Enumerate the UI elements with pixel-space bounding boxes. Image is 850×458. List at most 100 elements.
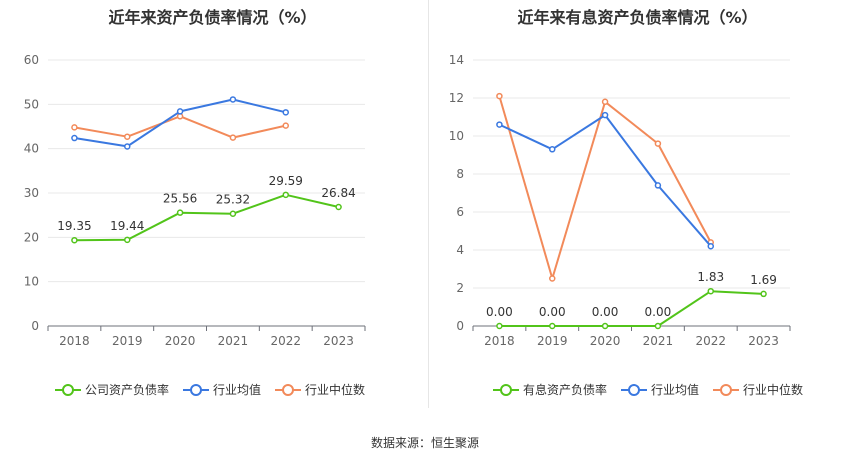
left-data-point: [229, 210, 237, 217]
right-series-line: [498, 95, 712, 280]
left-y-tick-label: 10: [24, 275, 39, 289]
chart-title-interest-debt-ratio: 近年来有息资产负债率情况（%）: [517, 8, 758, 27]
panel-divider: [428, 0, 429, 408]
right-x-tick-label: 2021: [643, 334, 674, 348]
right-y-tick-label: 4: [456, 243, 464, 257]
legend-swatch-blue: [621, 383, 648, 397]
right-y-tick-label: 14: [449, 53, 464, 67]
right-x-tick-label: 2020: [590, 334, 621, 348]
right-data-point: [654, 322, 662, 330]
left-data-point: [229, 96, 237, 103]
legend-dot: [628, 383, 641, 396]
left-y-tick-label: 40: [24, 142, 39, 156]
legend-dot: [190, 383, 203, 396]
debt-ratio-chart: 0 10 20 30 40 50 60 2018 2019 2020 2021 2022 2023 19.…: [24, 53, 366, 348]
right-data-point: [654, 182, 662, 189]
right-data-point: [707, 287, 714, 295]
legend-interest-debt-ratio: 有息资产负债率 行业均值 行业中位数: [493, 381, 817, 398]
legend-item-industry-median[interactable]: 行业中位数: [713, 381, 803, 398]
legend-item-industry-mean[interactable]: 行业均值: [621, 381, 699, 398]
legend-label: 行业中位数: [743, 383, 804, 397]
left-data-label: 19.44: [110, 219, 144, 233]
right-data-label: 0.00: [645, 305, 672, 319]
left-x-tick-label: 2021: [218, 334, 249, 348]
left-y-tick-label: 0: [31, 319, 39, 333]
left-data-point: [335, 203, 342, 211]
left-x-tick-label: 2022: [270, 334, 301, 348]
legend-label: 公司资产负债率: [85, 383, 170, 397]
left-y-tick-label: 20: [24, 230, 39, 244]
right-data-point: [496, 92, 503, 100]
chart-title-debt-ratio: 近年来资产负债率情况（%）: [108, 8, 317, 27]
right-data-point: [601, 111, 609, 119]
right-data-label: 0.00: [486, 305, 513, 319]
right-y-tick-label: 8: [456, 167, 464, 181]
legend-label: 行业均值: [213, 383, 262, 397]
right-data-point: [601, 98, 609, 106]
legend-swatch-orange: [275, 383, 302, 397]
left-data-point: [124, 236, 131, 244]
legend-dot: [62, 383, 74, 396]
right-x-tick-label: 2023: [748, 334, 779, 348]
left-x-tick-label: 2023: [323, 334, 354, 348]
legend-swatch-green: [493, 383, 519, 397]
right-data-label: 1.83: [697, 270, 724, 284]
legend-dot: [500, 383, 512, 396]
right-data-point: [549, 322, 556, 330]
left-data-point: [282, 122, 289, 129]
interest-debt-ratio-chart: 0 2 4 6 8 10 12 14 2018 2019 2020 2021 2022 2023 0.00 0…: [449, 53, 791, 348]
left-x-tick-label: 2018: [59, 334, 90, 348]
legend-swatch-orange: [713, 383, 740, 397]
right-data-point: [707, 242, 714, 250]
left-data-label: 19.35: [57, 219, 91, 233]
left-series-line: [74, 193, 339, 242]
legend-item-industry-mean[interactable]: 行业均值: [183, 381, 261, 398]
left-data-point: [282, 109, 289, 116]
right-y-tick-label: 12: [449, 91, 464, 105]
right-y-tick-label: 2: [456, 281, 464, 295]
left-data-point: [124, 133, 131, 140]
left-x-tick-label: 2019: [112, 334, 143, 348]
right-data-label: 0.00: [539, 305, 566, 319]
right-data-point: [601, 322, 609, 330]
left-x-tick-label: 2020: [165, 334, 196, 348]
left-data-label: 29.59: [269, 174, 303, 188]
left-data-point: [71, 236, 78, 244]
data-source-note: 数据来源：恒生聚源: [370, 436, 479, 450]
legend-item-industry-median[interactable]: 行业中位数: [275, 381, 365, 398]
left-data-point: [71, 134, 78, 142]
left-data-point: [176, 209, 184, 216]
legend-label: 有息资产负债率: [523, 383, 608, 397]
left-data-label: 25.32: [216, 193, 250, 207]
left-data-label: 25.56: [163, 192, 197, 206]
right-data-label: 0.00: [592, 305, 619, 319]
left-y-tick-label: 50: [24, 97, 39, 111]
left-y-tick-label: 60: [24, 53, 39, 67]
right-x-tick-label: 2018: [484, 334, 515, 348]
legend-item-interest-debt[interactable]: 有息资产负债率: [493, 381, 607, 398]
left-data-point: [176, 108, 184, 115]
left-data-point: [124, 143, 131, 150]
left-data-point: [229, 134, 237, 141]
right-data-point: [760, 290, 767, 298]
legend-debt-ratio: 公司资产负债率 行业均值 行业中位数: [55, 381, 379, 398]
legend-dot: [282, 383, 295, 396]
legend-swatch-blue: [183, 383, 210, 397]
right-series-line: [499, 290, 764, 327]
left-data-label: 26.84: [321, 186, 355, 200]
right-x-tick-label: 2022: [695, 334, 726, 348]
right-x-tick-label: 2019: [537, 334, 568, 348]
right-data-point: [549, 146, 556, 153]
left-data-point: [71, 124, 78, 131]
right-y-tick-label: 6: [456, 205, 464, 219]
right-data-point: [654, 140, 662, 147]
left-y-tick-label: 30: [24, 186, 39, 200]
left-series-line: [74, 98, 287, 148]
right-data-label: 1.69: [750, 273, 777, 287]
legend-swatch-green: [55, 383, 81, 397]
legend-item-company[interactable]: 公司资产负债率: [55, 381, 169, 398]
right-data-point: [496, 322, 503, 330]
left-data-point: [282, 191, 289, 199]
legend-dot: [720, 383, 733, 396]
